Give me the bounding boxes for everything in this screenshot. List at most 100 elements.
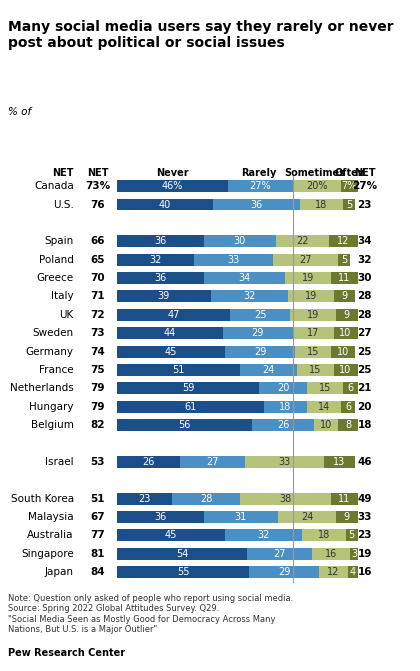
Bar: [117, 346, 225, 358]
Text: 27: 27: [206, 457, 218, 467]
Text: 71: 71: [90, 291, 105, 301]
Bar: [350, 548, 357, 560]
Text: 15: 15: [309, 365, 322, 375]
Bar: [240, 364, 297, 376]
Text: 26: 26: [277, 420, 289, 430]
Bar: [117, 180, 228, 192]
Text: 25: 25: [254, 310, 266, 320]
Bar: [225, 346, 295, 358]
Text: Australia: Australia: [27, 530, 74, 540]
Text: 47: 47: [167, 310, 180, 320]
Text: 33: 33: [228, 255, 240, 264]
Text: 27: 27: [273, 549, 286, 559]
Text: 28: 28: [200, 494, 212, 503]
Text: 33: 33: [357, 512, 372, 522]
Bar: [204, 511, 278, 523]
Text: 33: 33: [278, 457, 290, 467]
Bar: [346, 529, 357, 541]
Text: 36: 36: [154, 512, 166, 522]
Text: 30: 30: [234, 236, 246, 246]
Text: 10: 10: [339, 328, 352, 338]
Text: Belgium: Belgium: [31, 420, 74, 430]
Text: 18: 18: [357, 420, 372, 430]
Text: 12: 12: [337, 236, 349, 246]
Text: 28: 28: [357, 291, 372, 301]
Text: Never: Never: [156, 168, 189, 178]
Bar: [331, 272, 357, 284]
Text: 75: 75: [90, 365, 105, 375]
Bar: [117, 419, 252, 431]
Text: Malaysia: Malaysia: [28, 512, 74, 522]
Text: 72: 72: [90, 310, 105, 320]
Text: 5: 5: [349, 530, 354, 540]
Text: 25: 25: [357, 346, 372, 356]
Text: 54: 54: [176, 549, 188, 559]
Text: 23: 23: [357, 199, 372, 209]
Text: 38: 38: [279, 494, 291, 503]
Text: 29: 29: [254, 346, 266, 356]
Bar: [293, 327, 333, 339]
Text: 28: 28: [357, 310, 372, 320]
Text: 6: 6: [345, 402, 351, 412]
Bar: [240, 493, 331, 505]
Text: Often: Often: [335, 168, 366, 178]
Bar: [194, 254, 273, 266]
Text: 19: 19: [304, 291, 317, 301]
Text: 20: 20: [357, 402, 372, 412]
Text: 46%: 46%: [162, 181, 183, 191]
Bar: [117, 236, 204, 247]
Text: Many social media users say they rarely or never
post about political or social : Many social media users say they rarely …: [8, 20, 394, 50]
Text: 9: 9: [344, 310, 350, 320]
Bar: [331, 346, 355, 358]
Bar: [230, 309, 290, 321]
Text: 13: 13: [333, 457, 346, 467]
Text: 20%: 20%: [306, 181, 328, 191]
Bar: [307, 382, 343, 395]
Text: Sweden: Sweden: [33, 328, 74, 338]
Bar: [343, 382, 357, 395]
Text: 18: 18: [315, 199, 328, 209]
Text: 77: 77: [90, 530, 105, 540]
Bar: [341, 401, 355, 413]
Text: 53: 53: [91, 457, 105, 467]
Text: 5: 5: [341, 255, 347, 264]
Text: 17: 17: [307, 328, 319, 338]
Bar: [117, 382, 259, 395]
Text: 26: 26: [142, 457, 155, 467]
Bar: [172, 493, 240, 505]
Text: 15: 15: [319, 383, 331, 393]
Bar: [293, 180, 341, 192]
Text: 16: 16: [357, 567, 372, 577]
Text: 23: 23: [139, 494, 151, 503]
Bar: [117, 291, 211, 303]
Text: Note: Question only asked of people who report using social media.
Source: Sprin: Note: Question only asked of people who …: [8, 594, 294, 634]
Text: 10: 10: [320, 420, 332, 430]
Text: 15: 15: [307, 346, 319, 356]
Text: 36: 36: [154, 236, 166, 246]
Bar: [117, 493, 172, 505]
Text: % of: % of: [8, 107, 35, 117]
Text: 44: 44: [164, 328, 176, 338]
Bar: [204, 272, 286, 284]
Text: 18: 18: [279, 402, 291, 412]
Text: France: France: [39, 365, 74, 375]
Text: Singapore: Singapore: [21, 549, 74, 559]
Bar: [288, 291, 333, 303]
Text: 10: 10: [339, 365, 352, 375]
Text: 45: 45: [165, 346, 177, 356]
Text: 24: 24: [301, 512, 313, 522]
Bar: [286, 272, 331, 284]
Bar: [249, 566, 319, 578]
Text: 79: 79: [91, 383, 105, 393]
Bar: [343, 199, 355, 211]
Text: 74: 74: [90, 346, 105, 356]
Text: 4: 4: [350, 567, 356, 577]
Bar: [225, 529, 302, 541]
Bar: [297, 364, 333, 376]
Text: 16: 16: [325, 549, 337, 559]
Text: 22: 22: [296, 236, 309, 246]
Text: Rarely: Rarely: [241, 168, 277, 178]
Text: 73: 73: [90, 328, 105, 338]
Text: Pew Research Center: Pew Research Center: [8, 648, 126, 658]
Text: 40: 40: [159, 199, 171, 209]
